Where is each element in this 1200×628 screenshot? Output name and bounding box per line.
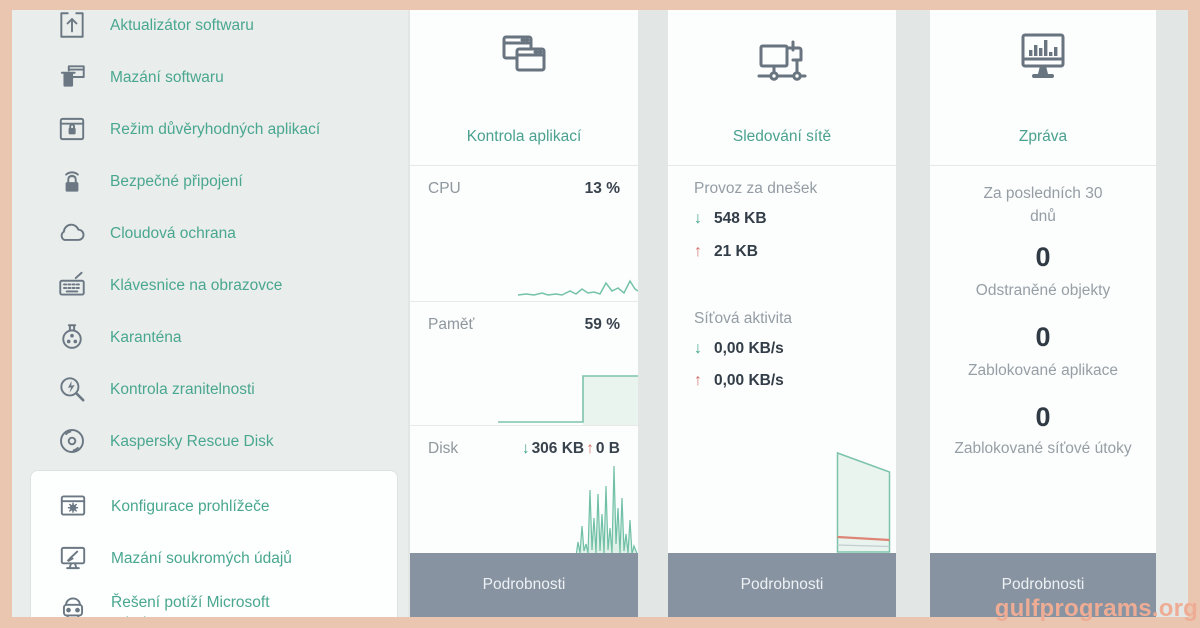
- sidebar-item-software-cleaner[interactable]: Mazání softwaru: [42, 51, 402, 103]
- upload-arrow-icon: ↑: [694, 243, 702, 260]
- app-control-header: Kontrola aplikací: [410, 10, 638, 166]
- sidebar-item-label: Mazání softwaru: [110, 68, 224, 86]
- privacy-cleaner-icon: [60, 546, 86, 570]
- vulnerability-scan-icon: [60, 377, 85, 402]
- disk-sparkline: [576, 465, 638, 556]
- tools-panel: Konfigurace prohlížeče Mazání soukromých…: [30, 470, 398, 617]
- report-period: Za posledních 30 dnů: [983, 185, 1103, 225]
- memory-value: 59 %: [584, 316, 620, 333]
- sidebar-item-label: Kaspersky Rescue Disk: [110, 432, 274, 450]
- onscreen-keyboard-icon: [59, 271, 85, 296]
- disk-read-value: 306 KB: [531, 440, 585, 457]
- rescue-disk-icon: [60, 429, 84, 453]
- download-arrow-icon: ↓: [694, 340, 702, 357]
- activity-download-line: ↓ 0,00 KB/s: [694, 340, 784, 358]
- browser-config-icon: [60, 495, 86, 516]
- activity-upload-line: ↑ 0,00 KB/s: [694, 372, 784, 390]
- sidebar-item-label: Mazání soukromých údajů: [111, 549, 292, 567]
- sidebar-list: Aktualizátor softwaru Mazání softwaru: [42, 10, 402, 467]
- disk-write-value: 0 B: [595, 440, 620, 457]
- sidebar-item-label: Řešení potíží MicrosoftWindows: [111, 594, 270, 617]
- upload-arrow-icon: ↑: [586, 440, 594, 457]
- cpu-label: CPU: [428, 180, 461, 197]
- traffic-download-value: 548 KB: [714, 210, 767, 227]
- card-title: Kontrola aplikací: [466, 128, 582, 145]
- sidebar-item-label: Cloudová ochrana: [110, 224, 236, 242]
- cloud-protection-icon: [60, 223, 85, 241]
- stat-label: Zablokované aplikace: [968, 362, 1118, 379]
- sidebar-item-ms-troubleshooting[interactable]: Řešení potíží MicrosoftWindows: [43, 584, 393, 617]
- ms-troubleshooting-icon: [62, 597, 84, 617]
- cpu-section: CPU 13 %: [410, 166, 638, 302]
- details-button[interactable]: Podrobnosti: [668, 553, 896, 617]
- card-title: Zpráva: [1018, 128, 1068, 145]
- stat-value: 0: [1035, 402, 1051, 432]
- cpu-sparkline: [518, 279, 638, 296]
- memory-label: Paměť: [428, 316, 475, 333]
- disk-label: Disk: [428, 440, 459, 457]
- sidebar-item-privacy-cleaner[interactable]: Mazání soukromých údajů: [43, 532, 393, 584]
- sidebar-item-label: Režim důvěryhodných aplikací: [110, 120, 321, 138]
- sidebar-item-label: Aktualizátor softwaru: [110, 16, 254, 34]
- download-arrow-icon: ↓: [694, 210, 702, 227]
- sidebar-item-vulnerability-scan[interactable]: Kontrola zranitelnosti: [42, 363, 402, 415]
- tools-panel-list: Konfigurace prohlížeče Mazání soukromých…: [43, 480, 393, 617]
- details-button[interactable]: Podrobnosti: [930, 553, 1156, 617]
- sidebar-item-onscreen-keyboard[interactable]: Klávesnice na obrazovce: [42, 259, 402, 311]
- upload-arrow-icon: ↑: [694, 372, 702, 389]
- memory-sparkline: [498, 375, 638, 425]
- stat-value: 0: [1035, 242, 1051, 272]
- stat-value: 0: [1035, 322, 1051, 352]
- report-icon: [1014, 32, 1072, 91]
- stat-label: Zablokované síťové útoky: [954, 440, 1132, 457]
- details-button[interactable]: Podrobnosti: [410, 553, 638, 617]
- report-header: Zpráva: [930, 10, 1156, 166]
- sidebar-item-label: Karanténa: [110, 328, 182, 346]
- sidebar-item-label: Kontrola zranitelnosti: [110, 380, 255, 398]
- memory-section: Paměť 59 %: [410, 302, 638, 426]
- disk-value: ↓ 306 KB ↑ 0 B: [522, 440, 620, 458]
- secure-connection-icon: [65, 171, 79, 192]
- sidebar-item-secure-connection[interactable]: Bezpečné připojení: [42, 155, 402, 207]
- sidebar-item-cloud-protection[interactable]: Cloudová ochrana: [42, 207, 402, 259]
- app-control-icon: [495, 32, 553, 91]
- traffic-download-line: ↓ 548 KB: [694, 210, 767, 228]
- activity-download-value: 0,00 KB/s: [714, 340, 784, 357]
- report-card[interactable]: Zpráva Za posledních 30 dnů 0 Odstraněné…: [930, 10, 1156, 617]
- traffic-upload-line: ↑ 21 KB: [694, 243, 758, 261]
- disk-section: Disk ↓ 306 KB ↑ 0 B: [410, 426, 638, 556]
- stat-label: Odstraněné objekty: [975, 282, 1111, 299]
- sidebar-item-trusted-apps[interactable]: Režim důvěryhodných aplikací: [42, 103, 402, 155]
- sidebar-item-label: Klávesnice na obrazovce: [110, 276, 283, 294]
- trusted-apps-icon: [59, 117, 85, 141]
- network-monitor-icon: [753, 32, 811, 93]
- network-monitor-card[interactable]: Sledování sítě Provoz za dnešek ↓ 548 KB…: [668, 10, 896, 617]
- cpu-value: 13 %: [584, 180, 620, 197]
- software-updater-icon: [60, 12, 84, 38]
- activity-heading: Síťová aktivita: [694, 310, 792, 327]
- app-control-card[interactable]: Kontrola aplikací CPU 13 % Paměť 59 %: [410, 10, 638, 617]
- network-monitor-header: Sledování sítě: [668, 10, 896, 166]
- download-arrow-icon: ↓: [521, 440, 530, 457]
- activity-upload-value: 0,00 KB/s: [714, 372, 784, 389]
- software-cleaner-icon: [60, 65, 85, 87]
- sidebar-item-quarantine[interactable]: Karanténa: [42, 311, 402, 363]
- sidebar: Aktualizátor softwaru Mazání softwaru: [12, 10, 408, 617]
- traffic-upload-value: 21 KB: [714, 243, 758, 260]
- network-sparkline: [836, 451, 891, 553]
- sidebar-item-rescue-disk[interactable]: Kaspersky Rescue Disk: [42, 415, 402, 467]
- quarantine-icon: [62, 324, 82, 349]
- app-window: Aktualizátor softwaru Mazání softwaru: [12, 10, 1188, 617]
- sidebar-item-software-updater[interactable]: Aktualizátor softwaru: [42, 10, 402, 51]
- card-title: Sledování sítě: [732, 128, 832, 145]
- sidebar-item-label: Bezpečné připojení: [110, 172, 243, 190]
- traffic-heading: Provoz za dnešek: [694, 180, 818, 197]
- watermark: gulfprograms.org: [994, 595, 1198, 622]
- sidebar-item-browser-config[interactable]: Konfigurace prohlížeče: [43, 480, 393, 532]
- sidebar-item-label: Konfigurace prohlížeče: [111, 497, 270, 515]
